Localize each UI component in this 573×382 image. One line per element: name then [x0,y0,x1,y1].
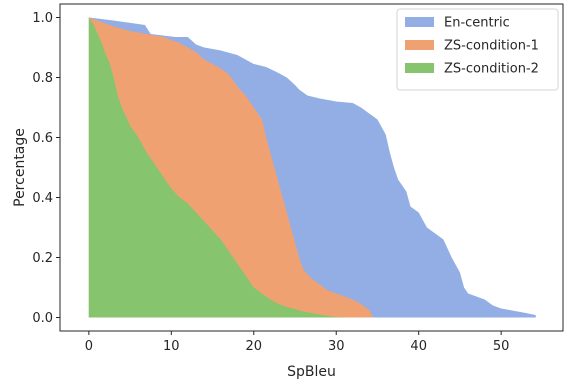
legend-label: ZS-condition-1 [444,39,539,54]
legend-swatch [405,17,434,27]
legend-label: ZS-condition-2 [444,62,539,77]
x-tick-label: 20 [246,339,263,354]
y-tick-label: 0.8 [32,71,53,86]
legend: En-centric ZS-condition-1 ZS-condition-2 [396,8,559,91]
x-tick-label: 40 [410,339,427,354]
area-series-group [88,17,536,318]
y-tick-label: 0.0 [32,311,53,326]
y-axis-label: Percentage [12,128,28,207]
y-axis-ticks: 0.0 0.2 0.4 0.6 0.8 1.0 [32,11,60,326]
y-tick-label: 1.0 [32,11,53,26]
legend-box [396,8,559,91]
x-tick-label: 0 [85,339,93,354]
legend-items: En-centric ZS-condition-1 ZS-condition-2 [405,16,539,77]
x-tick-label: 10 [163,339,180,354]
x-tick-label: 30 [328,339,345,354]
x-tick-label: 50 [493,339,510,354]
legend-swatch [405,63,434,73]
legend-label: En-centric [444,16,510,31]
y-tick-label: 0.4 [32,191,53,206]
area-zs-condition-2 [88,17,345,318]
x-axis-label: SpBleu [287,364,336,380]
plot-frame [59,3,564,332]
y-tick-label: 0.2 [32,251,53,266]
y-tick-label: 0.6 [32,131,53,146]
x-axis-ticks: 0 10 20 30 40 50 [85,331,510,354]
legend-swatch [405,40,434,50]
